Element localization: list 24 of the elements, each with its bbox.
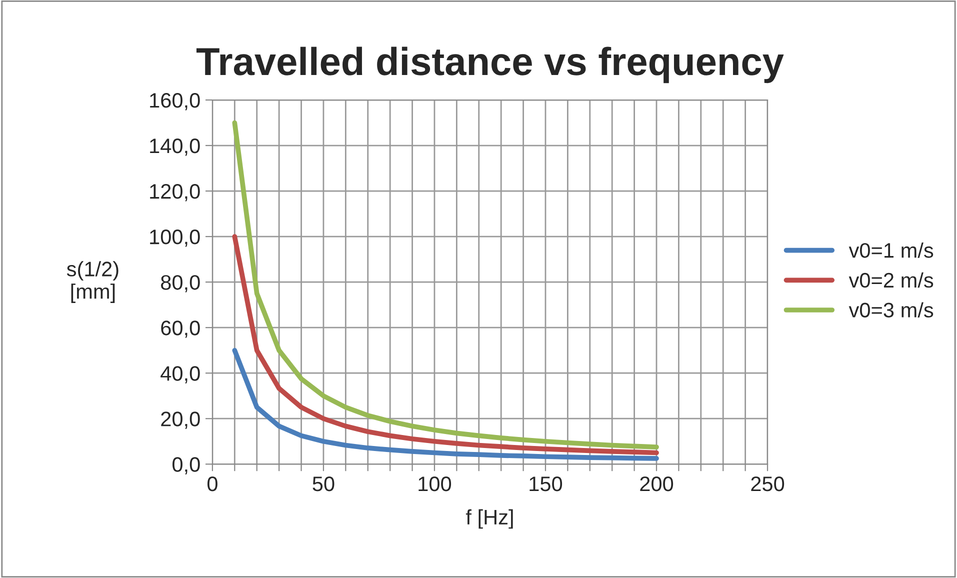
chart-title: Travelled distance vs frequency	[196, 46, 784, 84]
y-tick-label: 100,0	[150, 230, 200, 247]
y-axis-title: s(1/2) [mm]	[66, 261, 118, 303]
line-series	[232, 120, 659, 450]
legend-label: v0=3 m/s	[848, 302, 934, 318]
y-tick-label: 20,0	[161, 412, 200, 429]
x-tick-label: 100	[418, 476, 452, 492]
x-tick-label: 50	[312, 476, 334, 492]
y-tick-label: 60,0	[161, 320, 200, 338]
y-tick-label: 160,0	[150, 92, 200, 110]
legend-label: v0=1 m/s	[848, 242, 934, 258]
y-tick-label: 80,0	[161, 275, 200, 292]
line-series	[232, 234, 659, 456]
x-tick-label: 200	[640, 476, 674, 492]
legend-label: v0=2 m/s	[848, 272, 934, 288]
x-tick-label: 250	[751, 476, 784, 492]
y-tick-label: 0,0	[172, 457, 200, 474]
x-tick-label: 150	[530, 476, 562, 492]
x-tick-label: 0	[207, 476, 218, 492]
x-axis-title: f [Hz]	[466, 509, 513, 529]
y-tick-label: 140,0	[150, 138, 200, 156]
line-series	[232, 348, 659, 461]
y-tick-label: 40,0	[160, 366, 200, 384]
y-tick-label: 120,0	[150, 184, 200, 202]
